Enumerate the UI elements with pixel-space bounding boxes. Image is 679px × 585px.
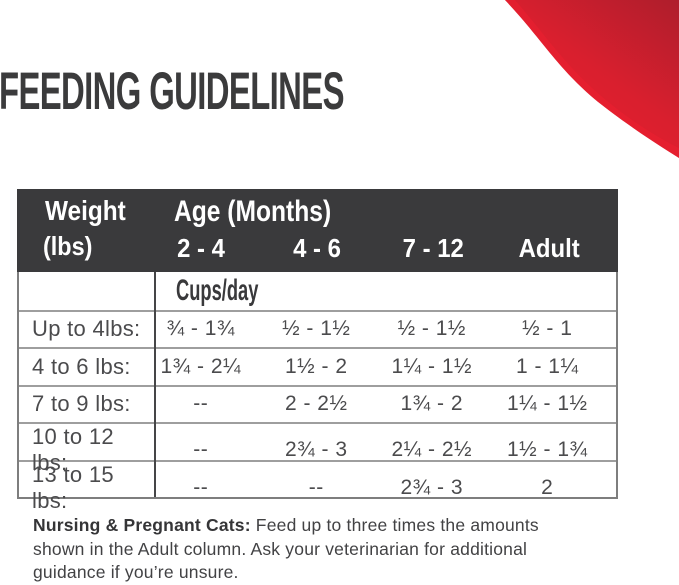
table-row: 13 to 15 lbs: -- -- 2¾ - 3 2 bbox=[19, 459, 616, 513]
age-col-2-4: 2 - 4 bbox=[177, 233, 225, 263]
value-cell: 2 bbox=[541, 475, 554, 499]
value-cell: 1¼ - 1½ bbox=[506, 392, 588, 416]
page-title-text: FEEDING GUIDELINES bbox=[0, 62, 344, 121]
weight-cell: 7 to 9 lbs: bbox=[32, 391, 131, 417]
value-cell: 1¼ - 1½ bbox=[391, 354, 473, 378]
value-cell: -- bbox=[193, 475, 209, 499]
table-row: 7 to 9 lbs: -- 2 - 2½ 1¾ - 2 1¼ - 1½ bbox=[19, 384, 616, 423]
table-row: Up to 4lbs: ¾ - 1¾ ½ - 1½ ½ - 1½ ½ - 1 bbox=[19, 309, 616, 348]
empty-cell bbox=[19, 272, 154, 310]
value-cell: -- bbox=[193, 438, 209, 461]
value-cell: ½ - 1½ bbox=[397, 317, 466, 341]
note-bold-label: Nursing & Pregnant Cats: bbox=[33, 515, 251, 535]
column-divider bbox=[154, 272, 156, 497]
note-line-1: Nursing & Pregnant Cats: Feed up to thre… bbox=[33, 515, 539, 535]
weight-cell: 4 to 6 lbs: bbox=[32, 353, 131, 379]
nursing-pregnant-note: Nursing & Pregnant Cats: Feed up to thre… bbox=[33, 514, 643, 585]
weight-cell: 10 to 12 lbs: bbox=[32, 424, 114, 475]
table-body: Cups/day Up to 4lbs: ¾ - 1¾ ½ - 1½ ½ - 1… bbox=[17, 272, 618, 513]
value-cell: 1¾ - 2 bbox=[400, 392, 464, 416]
value-cell: 1¾ - 2¼ bbox=[160, 354, 242, 378]
weight-unit-label: (lbs) bbox=[43, 231, 93, 261]
red-corner-swoosh bbox=[505, 0, 679, 158]
value-cell: ½ - 1½ bbox=[282, 317, 351, 341]
value-cell: -- bbox=[193, 392, 209, 416]
table-header: Weight (lbs) Age (Months) 2 - 4 4 - 6 7 … bbox=[17, 189, 618, 272]
table-row: 10 to 12 lbs: -- 2¾ - 3 2¼ - 2½ 1½ - 1¾ bbox=[19, 422, 616, 475]
age-col-7-12: 7 - 12 bbox=[402, 233, 464, 263]
units-row: Cups/day bbox=[19, 272, 616, 310]
age-months-header: Age (Months) bbox=[174, 195, 332, 228]
table-row: 4 to 6 lbs: 1¾ - 2¼ 1½ - 2 1¼ - 1½ 1 - 1… bbox=[19, 347, 616, 385]
units-label: Cups/day bbox=[176, 273, 259, 307]
value-cell: 2¾ - 3 bbox=[400, 475, 464, 499]
age-col-4-6: 4 - 6 bbox=[293, 233, 341, 263]
age-col-adult: Adult bbox=[518, 233, 580, 263]
value-cell: 2¾ - 3 bbox=[284, 438, 348, 461]
value-cell: ¾ - 1¾ bbox=[166, 317, 235, 341]
weight-cell: 13 to 15 lbs: bbox=[32, 461, 114, 513]
age-subcolumn-row: 2 - 4 4 - 6 7 - 12 Adult bbox=[154, 233, 618, 264]
value-cell: 1½ - 2 bbox=[284, 354, 348, 378]
weight-cell: Up to 4lbs: bbox=[32, 316, 141, 342]
value-cell: 2 - 2½ bbox=[284, 392, 348, 416]
value-cell: 1½ - 1¾ bbox=[506, 438, 588, 461]
value-cell: -- bbox=[308, 475, 324, 499]
weight-column-header: Weight bbox=[45, 195, 126, 226]
value-cell: 1 - 1¼ bbox=[515, 354, 579, 378]
note-line-2: shown in the Adult column. Ask your vete… bbox=[33, 538, 528, 559]
page-title: FEEDING GUIDELINES bbox=[0, 65, 555, 118]
value-cell: 2¼ - 2½ bbox=[391, 438, 473, 461]
note-line-3: guidance if you’re unsure. bbox=[33, 562, 239, 582]
value-cell: ½ - 1 bbox=[522, 317, 573, 341]
